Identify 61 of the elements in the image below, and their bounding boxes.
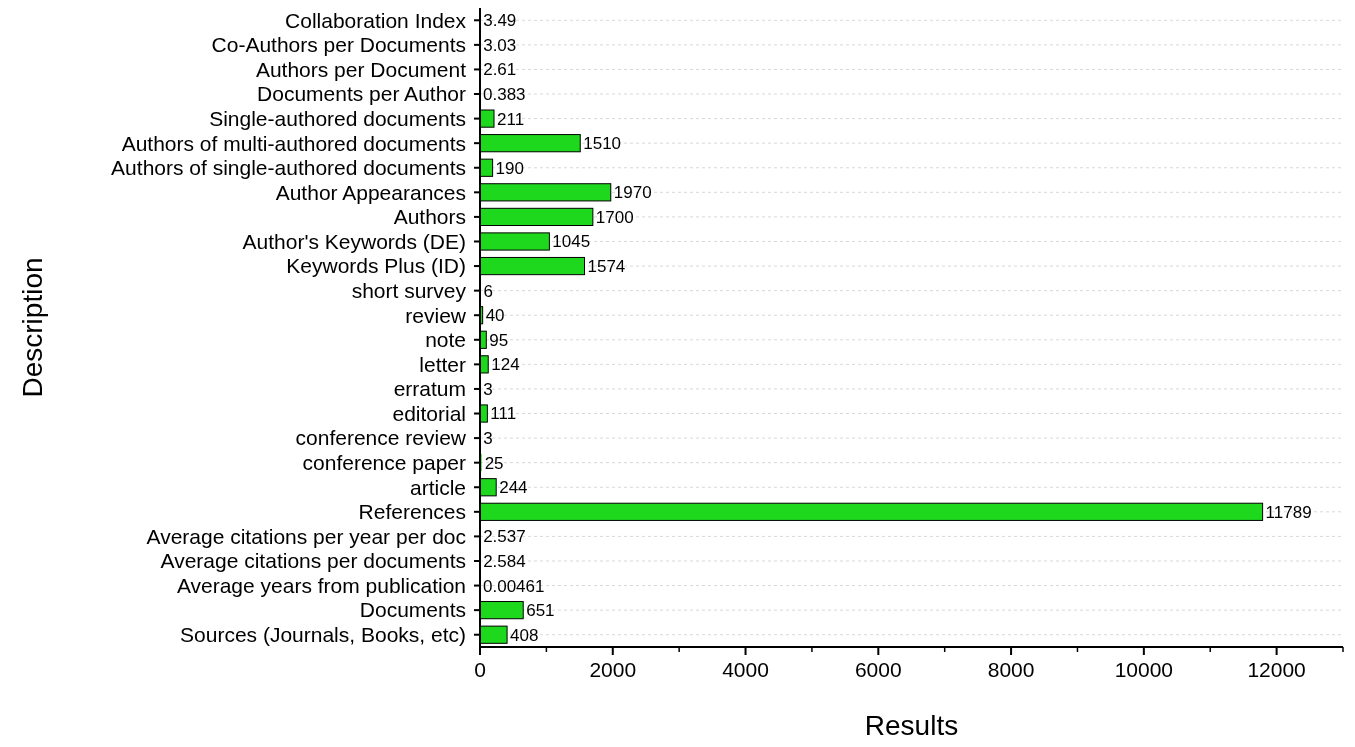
- data-label: 3: [483, 429, 493, 449]
- data-label: 1574: [587, 257, 626, 277]
- data-label: 3.03: [483, 35, 517, 55]
- y-tick-label: Single-authored documents: [209, 106, 466, 130]
- y-tick-label: Authors of multi-authored documents: [121, 131, 466, 155]
- y-tick-label: Keywords Plus (ID): [286, 254, 466, 278]
- y-tick-label: Author's Keywords (DE): [242, 229, 466, 253]
- data-label: 190: [495, 158, 524, 178]
- y-tick-label: Collaboration Index: [285, 8, 467, 32]
- data-label: 651: [526, 601, 555, 621]
- data-label: 211: [497, 109, 525, 129]
- data-label: 244: [499, 478, 528, 498]
- y-tick-label: article: [409, 475, 466, 499]
- x-tick-label: 10000: [1114, 658, 1174, 681]
- x-tick-label: 12000: [1247, 658, 1306, 681]
- data-label: 124: [491, 355, 520, 375]
- y-tick-label: review: [405, 303, 467, 327]
- data-label: 95: [489, 330, 509, 350]
- y-tick-label: Authors per Document: [255, 57, 467, 81]
- data-label: 0.00461: [483, 576, 545, 596]
- y-tick-label: erratum: [393, 377, 466, 401]
- y-tick-label: Sources (Journals, Books, etc): [180, 623, 466, 647]
- x-tick-label: 2000: [589, 658, 637, 681]
- data-label: 40: [485, 306, 505, 326]
- data-label: 408: [510, 625, 539, 645]
- y-tick-label: Authors: [393, 205, 466, 229]
- y-tick-label: note: [425, 328, 466, 352]
- data-label: 6: [483, 281, 493, 301]
- y-tick-label: conference review: [295, 426, 467, 450]
- data-label: 3.49: [483, 11, 517, 31]
- data-label: 0.383: [483, 84, 526, 104]
- y-tick-label: References: [358, 500, 466, 524]
- x-tick-label: 8000: [987, 658, 1035, 681]
- y-tick-label: Average years from publication: [176, 573, 466, 597]
- y-tick-label: Documents per Author: [257, 82, 466, 106]
- y-tick-label: Documents: [359, 598, 466, 622]
- data-label: 3: [483, 379, 493, 399]
- y-tick-label: Co-Authors per Documents: [211, 33, 466, 57]
- data-label: 11789: [1265, 502, 1312, 522]
- x-tick-label: 4000: [722, 658, 769, 681]
- x-axis-title: Results: [864, 710, 959, 741]
- y-tick-label: conference paper: [302, 451, 466, 475]
- data-label: 111: [490, 404, 517, 424]
- data-label: 1700: [595, 207, 634, 227]
- y-tick-label: short survey: [351, 278, 467, 302]
- y-axis-title: Description: [17, 257, 48, 398]
- y-tick-label: Authors of single-authored documents: [111, 156, 466, 180]
- x-tick-label: 0: [474, 658, 486, 681]
- data-label: 1510: [583, 134, 622, 154]
- y-tick-label: Average citations per documents: [160, 549, 466, 573]
- y-tick-label: editorial: [392, 401, 466, 425]
- data-label: 2.584: [483, 551, 526, 571]
- data-label: 25: [484, 453, 504, 473]
- x-tick-label: 6000: [854, 658, 902, 681]
- data-label: 2.61: [483, 60, 517, 80]
- y-tick-label: letter: [419, 352, 467, 376]
- y-tick-label: Average citations per year per doc: [146, 524, 466, 548]
- y-tick-label: Author Appearances: [275, 180, 466, 204]
- data-label: 1045: [552, 232, 591, 252]
- data-label: 1970: [613, 183, 652, 203]
- data-label: 2.537: [483, 527, 526, 547]
